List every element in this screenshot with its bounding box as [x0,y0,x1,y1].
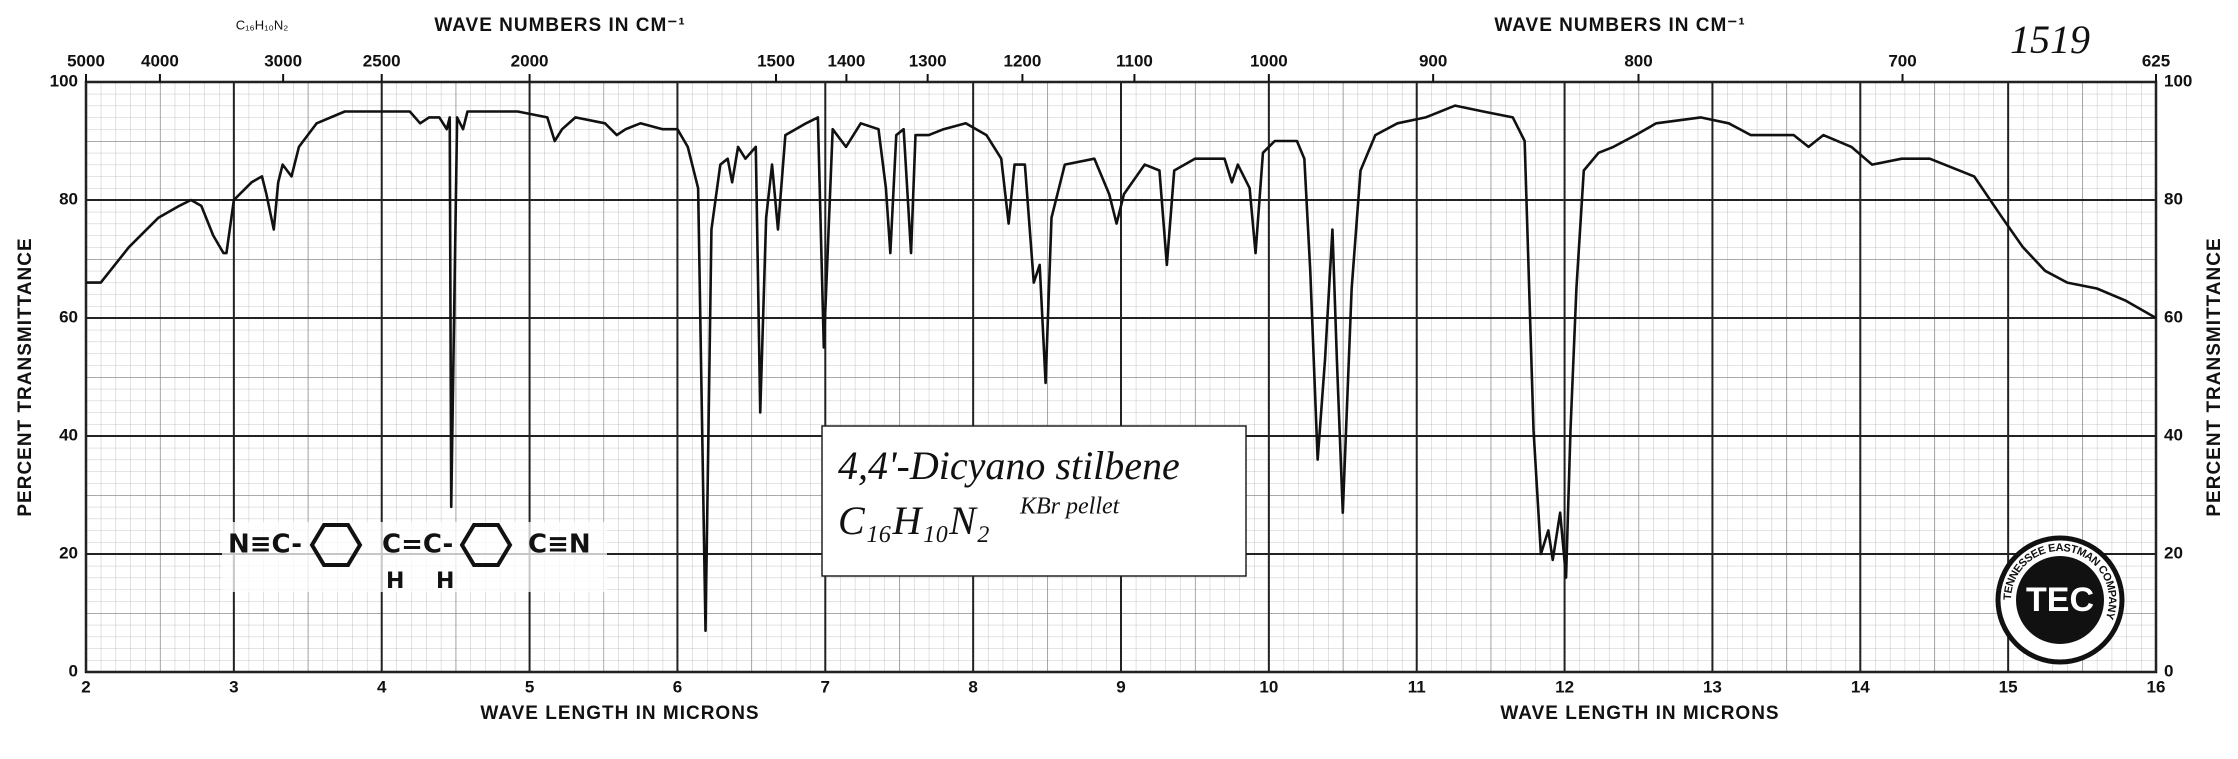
x2-tick-label: 4000 [141,51,179,70]
sample-prep: KBr pellet [1019,494,1121,520]
x2-tick-label: 1000 [1250,51,1288,70]
hydrogen: H [386,569,404,594]
x2-tick-label: 1500 [757,51,795,70]
y-tick-label: 60 [59,307,78,326]
y-tick-label: 0 [2164,661,2173,680]
logo-center [2016,556,2104,644]
series [86,104,2157,632]
x-axis-label: WAVE LENGTH IN MICRONS [480,703,759,724]
x-tick-label: 9 [1116,677,1125,696]
y-axis-label: PERCENT TRANSMITTANCE [2204,237,2225,516]
logo-text: TEC [2026,581,2094,619]
x-tick-label: 5 [525,677,534,696]
y-tick-label: 0 [69,661,78,680]
y-tick-label: 40 [2164,425,2183,444]
y-tick-label: 100 [50,71,78,90]
x-tick-label: 15 [1999,677,2018,696]
x2-tick-label: 2500 [363,51,401,70]
x2-tick-label: 1100 [1116,51,1153,70]
benzene-ring [309,523,363,567]
x-tick-label: 8 [968,677,977,696]
x2-tick-label: 625 [2142,51,2170,70]
y-tick-label: 20 [2164,543,2183,562]
formula-small: C₁₆H₁₀N₂ [236,17,289,32]
x2-tick-label: 700 [1888,51,1916,70]
formula: C₁₆H₁₀N₂ [838,498,990,543]
x-tick-label: 12 [1555,677,1574,696]
x-tick-label: 13 [1703,677,1722,696]
y-tick-label: 40 [59,425,78,444]
y-tick-label: 60 [2164,307,2183,326]
x-tick-label: 3 [229,677,238,696]
x2-tick-label: 1300 [909,51,947,70]
x2-tick-label: 900 [1419,51,1447,70]
x2-tick-label: 2000 [511,51,549,70]
x-tick-label: 4 [377,677,387,696]
spectrum-number: 1519 [2010,17,2090,62]
compound-name: 4,4'-Dicyano stilbene [838,443,1180,488]
y-axis-label: PERCENT TRANSMITTANCE [15,237,36,516]
x-tick-label: 2 [81,677,90,696]
x2-tick-label: 1200 [1004,51,1042,70]
x-axis-label: WAVE LENGTH IN MICRONS [1500,703,1779,724]
hydrogen: H [436,569,454,594]
x-tick-label: 16 [2147,677,2166,696]
x-tick-label: 10 [1259,677,1278,696]
x-tick-label: 14 [1851,677,1870,696]
x2-tick-label: 5000 [67,51,105,70]
x-tick-label: 7 [821,677,830,696]
x2-axis-label: WAVE NUMBERS IN CM⁻¹ [1494,15,1745,36]
x2-axis-label: WAVE NUMBERS IN CM⁻¹ [434,15,685,36]
x-tick-label: 6 [673,677,682,696]
structure: N≡C- C=C- C≡N H H [222,522,607,594]
structure-part: N≡C- [228,530,302,560]
x2-tick-label: 1400 [827,51,865,70]
x2-tick-label: 800 [1624,51,1652,70]
structure-part: C≡N [528,530,591,560]
y-tick-label: 20 [59,543,78,562]
structure-part: C=C- [382,530,453,560]
y-tick-label: 100 [2164,71,2192,90]
x2-tick-label: 3000 [264,51,302,70]
x-tick-label: 11 [1408,677,1426,696]
benzene-ring [459,523,513,567]
y-tick-label: 80 [59,189,78,208]
y-tick-label: 80 [2164,189,2183,208]
logo: TENNESSEE EASTMAN COMPANY TEC [1995,535,2125,665]
structure-backdrop [222,522,607,592]
label-card [821,425,1247,577]
spectrum-line [86,104,2157,632]
